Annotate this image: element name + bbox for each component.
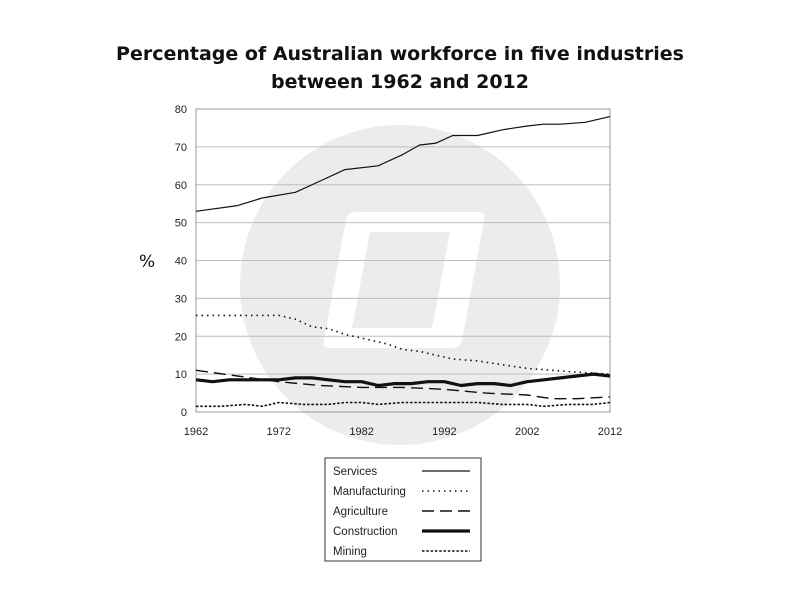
x-tick-label: 1992 [432, 426, 456, 438]
y-tick-label: 70 [175, 142, 187, 154]
x-tick-labels: 1962 1972 1982 1992 2002 2012 [184, 426, 622, 438]
x-tick-label: 2002 [515, 426, 539, 438]
y-tick-label: 80 [175, 104, 187, 116]
legend-label: Construction [333, 526, 398, 538]
legend-label: Services [333, 466, 377, 478]
legend: Services Manufacturing Agriculture Construc… [324, 457, 482, 562]
series-line-construction [195, 372, 611, 388]
legend-label: Agriculture [333, 506, 388, 518]
y-tick-label: 10 [175, 369, 187, 381]
y-tick-label: 0 [181, 407, 187, 419]
series-line-mining [196, 401, 611, 408]
legend-label: Mining [333, 546, 367, 558]
y-tick-label: 20 [175, 331, 187, 343]
x-tick-label: 1982 [349, 426, 373, 438]
legend-box [324, 457, 482, 562]
series-lines [195, 116, 611, 408]
y-tick-label: 30 [175, 293, 187, 305]
y-tick-label: 40 [175, 256, 187, 268]
chart-title-line2: between 1962 and 2012 [271, 71, 529, 93]
x-tick-label: 2012 [598, 426, 622, 438]
y-tick-labels: 0 10 20 30 40 50 60 70 80 [175, 104, 187, 419]
y-axis-label: % [139, 252, 155, 272]
y-tick-label: 60 [175, 180, 187, 192]
plot-area-frame [195, 108, 611, 413]
series-line-services [195, 116, 611, 212]
chart-title-line1: Percentage of Australian workforce in fi… [116, 43, 684, 65]
grid [196, 146, 610, 375]
x-tick-label: 1972 [267, 426, 291, 438]
x-tick-label: 1962 [184, 426, 208, 438]
y-tick-label: 50 [175, 218, 187, 230]
legend-label: Manufacturing [333, 486, 406, 498]
watermark-logo [240, 125, 560, 445]
